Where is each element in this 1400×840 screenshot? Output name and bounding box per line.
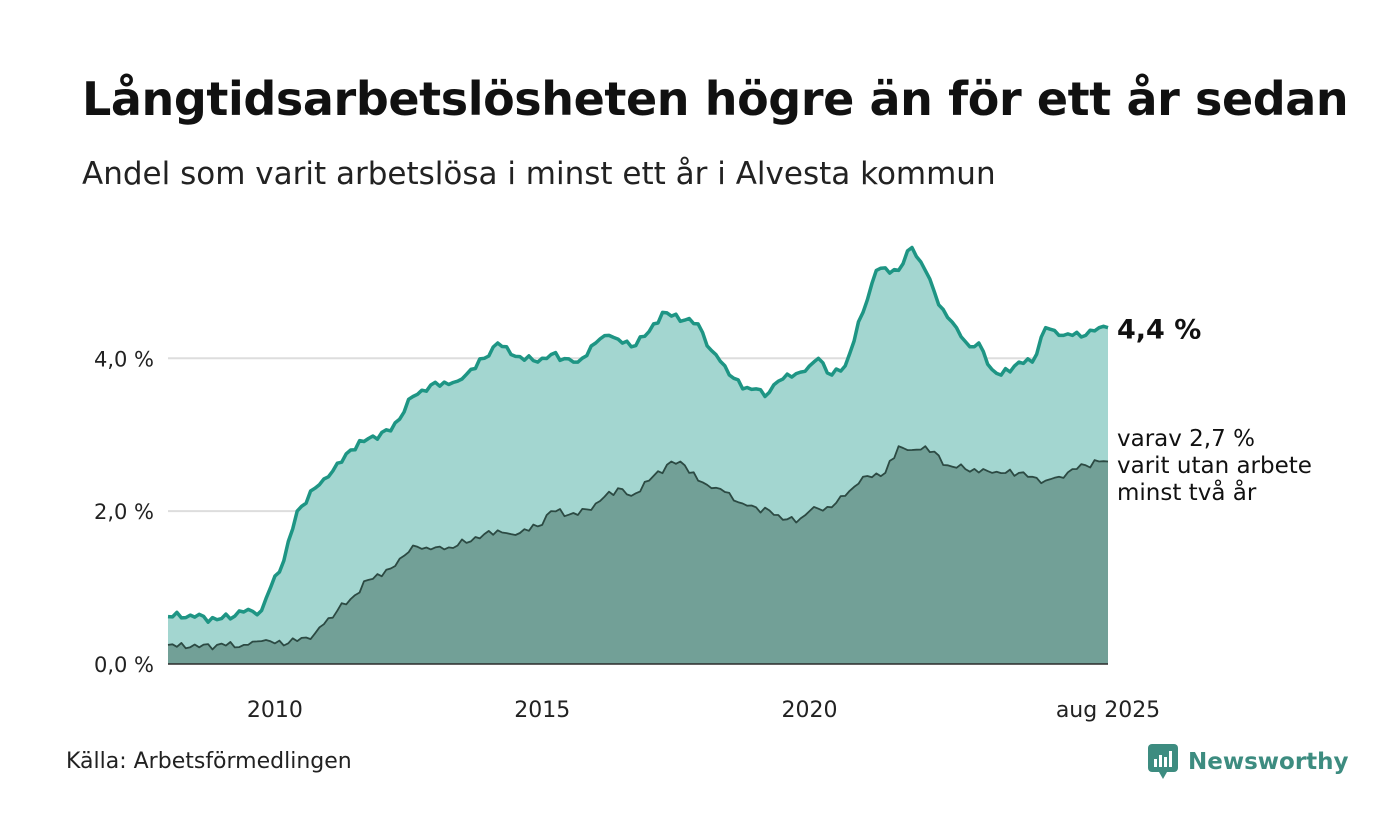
y-tick-label: 2,0 % <box>94 500 154 524</box>
x-tick-label: 2010 <box>247 698 303 723</box>
longterm-area <box>168 446 1108 664</box>
y-tick-label: 0,0 % <box>94 653 154 677</box>
longterm-end-label-line: varit utan arbete <box>1117 453 1312 479</box>
longterm-end-label-line: varav 2,7 % <box>1117 426 1255 452</box>
y-tick-label: 4,0 % <box>94 347 154 371</box>
chart-subtitle: Andel som varit arbetslösa i minst ett å… <box>82 156 996 192</box>
brand-name: Newsworthy <box>1188 749 1349 775</box>
total-line <box>167 245 1109 624</box>
longterm-end-label-line: minst två år <box>1117 478 1257 506</box>
x-tick-label: aug 2025 <box>1056 698 1160 723</box>
total-end-label: 4,4 % <box>1117 315 1201 346</box>
chart-title: Långtidsarbetslösheten högre än för ett … <box>82 72 1349 126</box>
area-layer <box>167 245 1109 664</box>
axis-layer: 0,0 % 2,0 % 4,0 % 2010 2015 2020 aug 2025 <box>94 347 1160 723</box>
x-tick-label: 2020 <box>782 698 838 723</box>
newsworthy-logo-icon <box>1148 744 1178 779</box>
brand[interactable]: Newsworthy <box>1148 744 1349 780</box>
x-tick-label: 2015 <box>514 698 570 723</box>
source-label: Källa: Arbetsförmedlingen <box>66 749 352 774</box>
longterm-line <box>167 445 1109 651</box>
